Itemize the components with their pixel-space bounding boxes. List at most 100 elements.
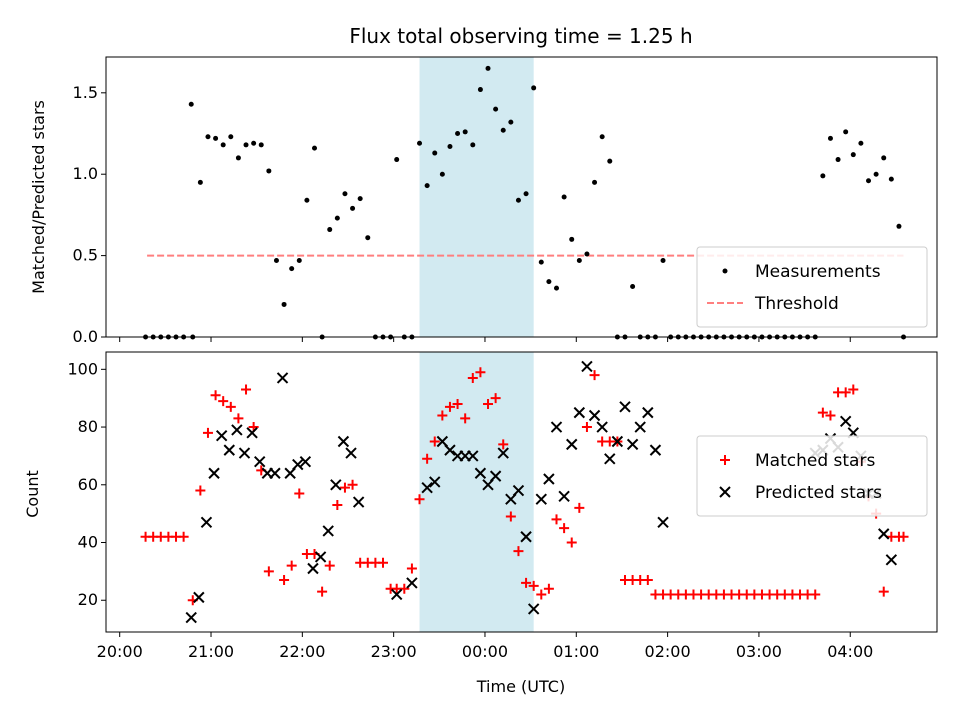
- data-point: [324, 560, 335, 571]
- data-point: [414, 494, 425, 505]
- legend-label: Measurements: [755, 262, 881, 282]
- data-point: [500, 127, 506, 133]
- data-point: [538, 259, 544, 265]
- legend: Matched stars Predicted stars: [696, 435, 928, 517]
- data-point: [317, 586, 328, 597]
- x-axis-label: Time (UTC): [476, 677, 565, 696]
- top-y-axis-label: Matched/Predicted stars: [29, 100, 48, 294]
- data-point: [888, 176, 894, 182]
- data-point: [390, 588, 403, 601]
- data-point: [246, 427, 258, 439]
- data-point: [827, 135, 833, 141]
- data-point: [584, 251, 590, 257]
- x-tick-label: 00:00: [462, 642, 508, 661]
- data-point: [417, 140, 423, 146]
- legend-box: [696, 435, 928, 517]
- data-point: [269, 467, 281, 479]
- data-point: [896, 223, 902, 229]
- data-point: [566, 537, 577, 548]
- y-tick-label: 80: [78, 417, 98, 436]
- data-point: [447, 144, 453, 150]
- data-point: [520, 531, 532, 543]
- data-point: [444, 444, 456, 456]
- data-point: [490, 393, 501, 404]
- data-point: [467, 450, 479, 462]
- data-point: [254, 455, 266, 468]
- data-point: [477, 87, 483, 93]
- data-point: [626, 438, 639, 451]
- top-panel: 0.0 0.5 1.0 1.5 Measurements Threshold: [73, 56, 938, 346]
- data-point: [276, 372, 289, 384]
- data-point: [498, 439, 509, 450]
- data-point: [424, 183, 430, 189]
- y-tick-label: 0.0: [73, 327, 98, 346]
- data-point: [574, 502, 585, 513]
- data-point: [840, 387, 851, 398]
- chart-title: Flux total observing time = 1.25 h: [349, 24, 692, 48]
- data-point: [294, 488, 305, 499]
- y-tick-label: 1.0: [73, 164, 98, 183]
- data-point: [233, 413, 244, 424]
- data-point: [657, 516, 669, 529]
- data-point: [489, 470, 502, 482]
- data-point: [452, 398, 463, 409]
- legend-label: Threshold: [754, 294, 839, 314]
- data-point: [208, 467, 220, 479]
- data-point: [193, 591, 205, 604]
- data-point: [437, 410, 448, 421]
- x-tick-label: 20:00: [97, 642, 143, 661]
- data-point: [858, 140, 864, 146]
- bottom-y-axis-label: Count: [23, 470, 42, 518]
- legend-marker: [722, 268, 728, 274]
- data-point: [218, 396, 229, 407]
- x-tick-label: 04:00: [827, 642, 873, 661]
- x-tick-label: 02:00: [645, 642, 691, 661]
- legend-label: Predicted stars: [755, 483, 882, 503]
- data-point: [535, 493, 547, 505]
- data-point: [649, 444, 662, 456]
- data-point: [588, 409, 601, 422]
- data-point: [581, 360, 593, 373]
- data-point: [551, 514, 562, 525]
- data-point: [820, 173, 826, 179]
- data-point: [885, 554, 898, 566]
- data-point: [558, 490, 570, 503]
- data-point: [231, 424, 243, 436]
- data-point: [235, 155, 241, 161]
- data-point: [873, 171, 879, 177]
- data-point: [378, 557, 388, 568]
- legend-marker: [720, 455, 730, 465]
- data-point: [188, 101, 194, 107]
- y-tick-label: 100: [67, 359, 98, 378]
- data-point: [273, 257, 279, 263]
- data-point: [515, 197, 521, 203]
- data-point: [475, 367, 486, 378]
- data-point: [432, 150, 438, 156]
- data-point: [543, 583, 554, 594]
- data-point: [178, 531, 189, 542]
- data-point: [592, 179, 598, 185]
- data-point: [850, 152, 856, 158]
- data-point: [429, 476, 441, 488]
- data-point: [304, 197, 310, 203]
- data-point: [197, 179, 203, 185]
- data-point: [878, 528, 890, 540]
- x-tick-label: 03:00: [736, 642, 782, 661]
- data-point: [296, 257, 302, 263]
- data-point: [406, 577, 418, 589]
- data-point: [314, 551, 327, 563]
- data-point: [352, 496, 365, 508]
- bottom-panel: 20 40 60 80 100 20:00 21:00 22:00 23:00 00:00 01:0…: [67, 352, 938, 661]
- data-point: [292, 458, 304, 471]
- data-point: [561, 194, 567, 200]
- data-point: [642, 575, 653, 586]
- data-point: [508, 119, 514, 125]
- data-point: [225, 401, 236, 412]
- data-point: [630, 284, 636, 290]
- data-point: [281, 301, 287, 307]
- y-tick-label: 40: [78, 533, 98, 552]
- data-point: [421, 481, 433, 494]
- data-point: [228, 134, 234, 140]
- data-point: [550, 421, 563, 433]
- data-point: [243, 142, 249, 148]
